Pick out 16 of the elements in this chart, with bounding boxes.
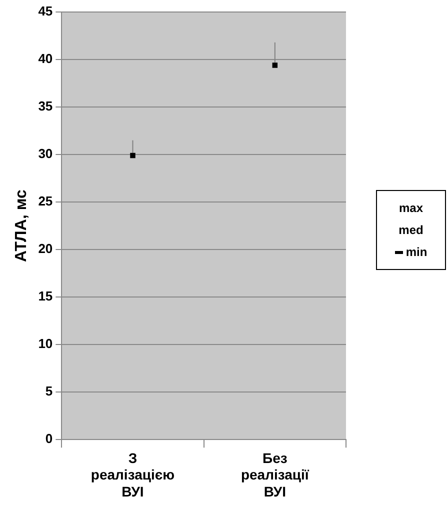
legend-label: min [406, 245, 428, 259]
y-tick-label: 15 [38, 288, 53, 304]
y-tick-label: 20 [38, 241, 53, 256]
y-tick-label: 10 [38, 336, 53, 352]
x-tick-label: З реалізацією ВУІ [90, 450, 175, 500]
y-tick-label: 35 [38, 98, 53, 114]
text: max [398, 201, 424, 215]
y-axis-title: АТЛА, мс [13, 190, 30, 262]
y-tick-label: 0 [45, 431, 53, 446]
x-tick-label: Без реалізації ВУІ [240, 450, 310, 500]
y-tick-label: 25 [38, 194, 53, 209]
text: med [398, 223, 424, 237]
y-tick-label: 5 [45, 384, 53, 399]
y-tick-label: 45 [38, 4, 53, 19]
y-tick-label: 30 [38, 146, 53, 162]
y-tick-label: 40 [38, 51, 53, 66]
